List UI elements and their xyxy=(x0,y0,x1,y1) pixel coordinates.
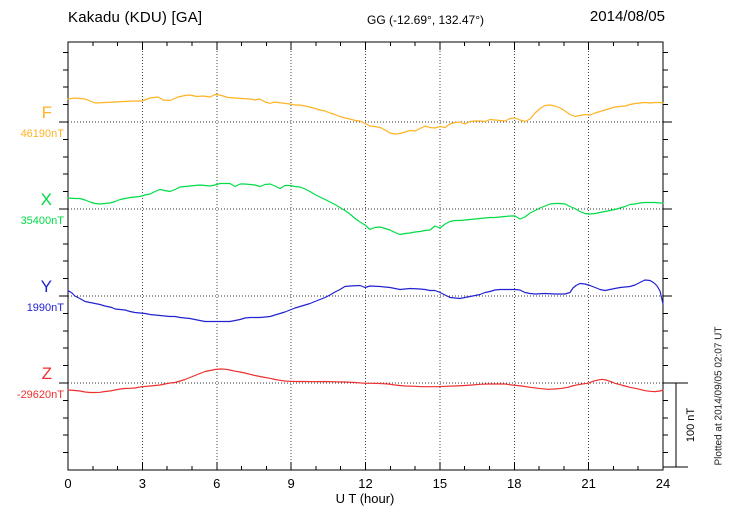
station-title: Kakadu (KDU) [GA] xyxy=(68,9,203,26)
channel-label-y: Y xyxy=(40,277,52,296)
x-tick-label-12: 12 xyxy=(358,476,373,491)
x-axis-title: U T (hour) xyxy=(335,491,395,506)
channel-reference-f: 46190nT xyxy=(20,128,64,140)
trace-z xyxy=(67,368,664,394)
trace-y xyxy=(67,279,664,323)
trace-x xyxy=(67,182,664,236)
x-tick-label-18: 18 xyxy=(507,476,522,491)
channel-label-x: X xyxy=(40,190,52,209)
channel-reference-y: 1990nT xyxy=(26,302,64,314)
x-tick-label-9: 9 xyxy=(287,476,295,491)
channel-label-f: F xyxy=(41,103,52,122)
plot-date: 2014/08/05 xyxy=(589,8,665,25)
channel-reference-x: 35400nT xyxy=(20,215,64,227)
x-tick-label-0: 0 xyxy=(64,476,72,491)
x-tick-label-3: 3 xyxy=(138,476,146,491)
trace-f xyxy=(67,93,664,135)
channel-label-z: Z xyxy=(41,364,52,383)
x-tick-label-15: 15 xyxy=(432,476,448,491)
x-tick-label-6: 6 xyxy=(213,476,221,491)
x-tick-label-24: 24 xyxy=(655,476,671,491)
channel-reference-z: -29620nT xyxy=(16,389,64,401)
geographic-coordinates: GG (-12.69°, 132.47°) xyxy=(367,13,484,27)
x-tick-label-21: 21 xyxy=(581,476,596,491)
plotted-at-note: Plotted at 2014/09/05 02:07 UT xyxy=(713,326,725,466)
scale-bar-label: 100 nT xyxy=(685,407,697,443)
